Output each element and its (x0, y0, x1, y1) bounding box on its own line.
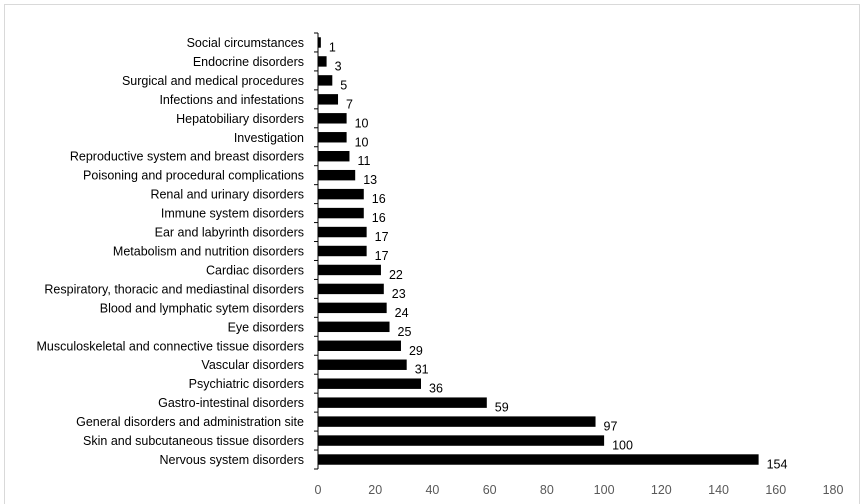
data-label: 5 (340, 78, 347, 92)
bar (318, 113, 347, 124)
data-label: 11 (357, 154, 370, 168)
data-label: 25 (398, 325, 412, 339)
bar (318, 75, 333, 86)
bar (318, 378, 421, 389)
data-label: 1 (329, 40, 336, 54)
category-label: Cardiac disorders (206, 263, 304, 277)
data-label: 22 (389, 268, 403, 282)
bar (318, 56, 327, 67)
category-label: Renal and urinary disorders (150, 188, 304, 202)
x-tick-label: 0 (315, 483, 322, 497)
x-tick-label: 40 (425, 483, 439, 497)
category-label: Gastro-intestinal disorders (158, 396, 304, 410)
bar (318, 283, 384, 295)
bar (318, 151, 350, 162)
x-tick-label: 140 (708, 483, 729, 497)
bar (318, 94, 339, 105)
category-label: Social circumstances (187, 36, 304, 50)
data-label: 7 (346, 97, 353, 111)
bar (318, 416, 596, 427)
bar (318, 321, 390, 333)
category-label: Infections and infestations (159, 93, 304, 107)
category-label: General disorders and administration sit… (76, 415, 304, 429)
bar (318, 435, 605, 446)
category-label: Eye disorders (228, 320, 304, 334)
data-label: 3 (335, 59, 342, 73)
data-label: 17 (375, 249, 389, 263)
x-tick-label: 80 (540, 483, 554, 497)
x-tick-label: 20 (368, 483, 382, 497)
x-tick-label: 100 (594, 483, 615, 497)
category-label: Metabolism and nutrition disorders (113, 245, 304, 259)
category-label: Nervous system disorders (160, 453, 305, 467)
x-tick-label: 160 (765, 483, 786, 497)
data-label: 29 (409, 344, 423, 358)
category-label: Ear and labyrinth disorders (155, 226, 304, 240)
data-label: 97 (604, 420, 618, 434)
category-label: Respiratory, thoracic and mediastinal di… (44, 282, 304, 296)
category-label: Hepatobiliary disorders (176, 112, 304, 126)
x-tick-label: 180 (823, 483, 844, 497)
data-label: 13 (363, 173, 377, 187)
bar (318, 397, 487, 408)
category-label: Blood and lymphatic sytem disorders (100, 301, 304, 315)
category-label: Skin and subcutaneous tissue disorders (83, 434, 304, 448)
data-label: 23 (392, 287, 406, 301)
bar (318, 132, 347, 143)
category-label: Psychiatric disorders (189, 377, 304, 391)
bar (318, 169, 356, 181)
bar (318, 302, 387, 314)
bar (318, 245, 367, 257)
data-label: 17 (375, 230, 389, 244)
bar (318, 264, 381, 276)
x-tick-label: 120 (651, 483, 672, 497)
data-label: 10 (355, 116, 369, 130)
category-label: Reproductive system and breast disorders (70, 150, 304, 164)
category-label: Immune system disorders (161, 207, 304, 221)
data-label: 10 (355, 135, 369, 149)
data-label: 16 (372, 192, 386, 206)
data-label: 24 (395, 306, 409, 320)
category-label: Musculoskeletal and connective tissue di… (37, 339, 305, 353)
bar (318, 359, 407, 370)
data-label: 31 (415, 363, 429, 377)
bar (318, 226, 367, 238)
bar (318, 188, 364, 200)
data-label: 100 (612, 439, 633, 453)
category-label: Investigation (234, 131, 304, 145)
bar (318, 454, 759, 465)
category-label: Poisoning and procedural complications (83, 169, 304, 183)
category-label: Vascular disorders (201, 358, 304, 372)
bar (318, 207, 364, 219)
bar (318, 340, 401, 351)
data-label: 154 (767, 458, 788, 472)
bar (318, 37, 321, 48)
data-label: 59 (495, 401, 509, 415)
category-label: Endocrine disorders (193, 55, 304, 69)
data-label: 36 (429, 382, 443, 396)
category-label: Surgical and medical procedures (122, 74, 304, 88)
x-tick-label: 60 (483, 483, 497, 497)
data-label: 16 (372, 211, 386, 225)
